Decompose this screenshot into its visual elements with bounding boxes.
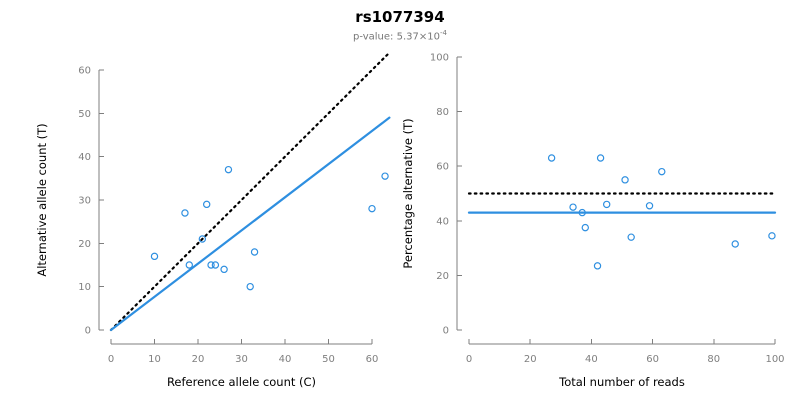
- data-point: [185, 261, 193, 269]
- pvalue-exponent: -4: [439, 29, 447, 37]
- x-tick-label: 0: [466, 354, 472, 365]
- x-tick-label: 60: [646, 354, 659, 365]
- x-tick-label: 0: [108, 354, 114, 365]
- y-tick-label: 40: [78, 152, 91, 163]
- data-point: [198, 235, 207, 243]
- y-tick-label: 20: [78, 239, 91, 250]
- data-point: [658, 167, 666, 176]
- y-axis-title: Percentage alternative (T): [401, 118, 415, 268]
- left-panel: 0 10 20 30 40 50 60 0 10 20 30 40 50 60 Reference alle…: [35, 51, 391, 389]
- data-point: [578, 208, 586, 217]
- data-point: [621, 176, 629, 184]
- data-point: [581, 223, 589, 232]
- x-tick-label: 60: [366, 354, 379, 365]
- right-panel: 0 20 40 60 80 100 0 20 40 60 80 100 Total number of …: [400, 0, 800, 400]
- x-tick-label: 10: [148, 354, 161, 365]
- data-point: [211, 261, 220, 269]
- figure-title: rs1077394: [355, 8, 445, 26]
- x-tick-label: 40: [279, 354, 292, 365]
- y-tick-label: 30: [78, 196, 91, 207]
- y-tick-label: 20: [436, 271, 449, 282]
- data-point: [368, 204, 376, 213]
- data-point: [150, 252, 159, 261]
- data-point: [207, 261, 215, 269]
- x-axis-title: Total number of reads: [558, 375, 685, 389]
- x-tick-label: 40: [585, 354, 598, 365]
- data-point: [202, 200, 211, 209]
- x-tick-label: 50: [322, 354, 335, 365]
- data-point: [596, 154, 605, 162]
- figure-subtitle: p-value: 5.37×10-4: [0, 29, 800, 42]
- data-point: [593, 262, 602, 270]
- data-point: [602, 200, 611, 209]
- x-tick-label: 20: [524, 354, 537, 365]
- y-tick-label: 0: [85, 326, 91, 337]
- x-tick-label: 20: [192, 354, 205, 365]
- y-axis-title: Alternative allele count (T): [35, 123, 49, 276]
- data-point: [181, 209, 189, 217]
- x-tick-label: 30: [235, 354, 248, 365]
- data-point: [731, 240, 739, 248]
- pvalue-text: p-value: 5.37×10: [353, 31, 440, 43]
- data-point: [645, 202, 654, 210]
- fit-line: [109, 116, 391, 332]
- data-point: [220, 265, 228, 274]
- x-axis-title: Reference allele count (C): [167, 375, 316, 389]
- data-point: [627, 233, 635, 241]
- data-point: [569, 203, 577, 211]
- data-point: [768, 232, 776, 240]
- left-scatter-plot: 0 10 20 30 40 50 60 0 10 20 30 40 50 60 Reference alle…: [35, 51, 391, 389]
- data-point: [547, 154, 556, 162]
- y-tick-label: 50: [78, 109, 91, 120]
- x-tick-label: 80: [707, 354, 720, 365]
- data-point: [246, 282, 254, 291]
- data-point: [250, 248, 259, 256]
- right-scatter-plot: 0 20 40 60 80 100 0 20 40 60 80 100 Total number of …: [401, 53, 785, 390]
- y-tick-label: 60: [436, 162, 449, 173]
- y-tick-label: 40: [436, 216, 449, 227]
- y-tick-label: 0: [443, 326, 449, 337]
- y-tick-label: 10: [78, 282, 91, 293]
- y-tick-label: 100: [430, 53, 449, 64]
- data-point: [381, 172, 389, 180]
- data-point: [224, 165, 233, 174]
- y-tick-label: 60: [78, 66, 91, 77]
- x-tick-label: 100: [765, 354, 784, 365]
- reference-line: [109, 51, 391, 332]
- y-tick-label: 80: [436, 107, 449, 118]
